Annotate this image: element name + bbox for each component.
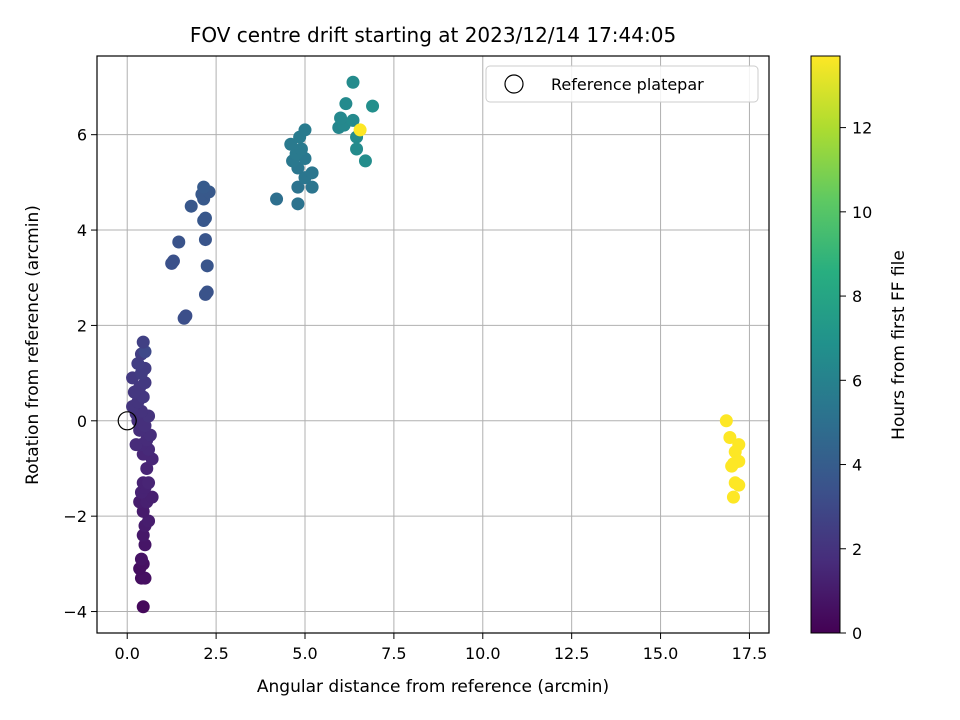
x-tick-label: 7.5	[381, 644, 406, 663]
colorbar-tick-label: 2	[852, 540, 862, 559]
data-point	[358, 154, 372, 168]
colorbar-label: Hours from first FF file	[889, 250, 909, 440]
colorbar-ticks: 0 2 4 6 8 10 12	[840, 119, 872, 643]
legend-box	[485, 65, 759, 103]
data-point	[134, 552, 148, 566]
data-point	[166, 254, 180, 268]
colorbar-tick-label: 10	[852, 203, 872, 222]
colorbar-tick-label: 4	[852, 456, 862, 475]
x-tick-label: 15.0	[643, 644, 679, 663]
data-point	[346, 75, 360, 89]
data-point	[179, 309, 193, 323]
data-point	[305, 180, 319, 194]
data-point	[145, 490, 159, 504]
y-tick-label: 4	[77, 221, 87, 240]
data-point	[129, 438, 143, 452]
reference-marker	[117, 411, 137, 431]
data-point	[726, 490, 740, 504]
x-axis-label: Angular distance from reference (arcmin)	[257, 677, 609, 697]
colorbar	[810, 55, 841, 634]
y-tick-label: −2	[63, 507, 87, 526]
data-point	[723, 430, 737, 444]
colorbar-tick-label: 8	[852, 287, 862, 306]
legend-marker	[504, 74, 524, 94]
colorbar-tick-label: 6	[852, 371, 862, 390]
data-point	[350, 142, 364, 156]
y-tick-label: 6	[77, 126, 87, 145]
x-axis-ticks: 0.0 2.5 5.0 7.5 10.0 12.5 15.0 17.5	[114, 633, 767, 663]
y-tick-label: 0	[77, 412, 87, 431]
data-point	[184, 199, 198, 213]
x-tick-label: 2.5	[203, 644, 228, 663]
x-tick-label: 0.0	[114, 644, 139, 663]
data-point	[732, 478, 746, 492]
data-points	[126, 75, 746, 614]
y-tick-label: −4	[63, 603, 87, 622]
reference-point	[117, 411, 137, 431]
data-point	[140, 461, 154, 475]
data-point	[719, 414, 733, 428]
data-point	[725, 459, 739, 473]
data-point	[136, 600, 150, 614]
data-point	[143, 428, 157, 442]
data-point	[334, 111, 348, 125]
y-axis-label: Rotation from reference (arcmin)	[23, 205, 43, 485]
data-point	[136, 335, 150, 349]
y-tick-label: 2	[77, 316, 87, 335]
data-point	[198, 211, 212, 225]
data-point	[353, 123, 367, 137]
data-point	[291, 197, 305, 211]
data-point	[200, 285, 214, 299]
data-point	[270, 192, 284, 206]
data-point	[172, 235, 186, 249]
chart-title: FOV centre drift starting at 2023/12/14 …	[190, 23, 676, 47]
legend-entry: Reference platepar	[551, 75, 704, 94]
data-point	[291, 180, 305, 194]
x-tick-label: 12.5	[554, 644, 590, 663]
y-axis-ticks: −4 −2 0 2 4 6	[63, 126, 97, 622]
data-point	[305, 166, 319, 180]
data-point	[298, 123, 312, 137]
data-point	[200, 259, 214, 273]
data-point	[366, 99, 380, 113]
x-tick-label: 10.0	[465, 644, 501, 663]
colorbar-tick-label: 12	[852, 119, 872, 138]
colorbar-tick-label: 0	[852, 624, 862, 643]
plot-frame	[96, 55, 770, 634]
data-point	[142, 514, 156, 528]
data-point	[294, 142, 308, 156]
data-point	[198, 233, 212, 247]
x-tick-label: 5.0	[292, 644, 317, 663]
x-tick-label: 17.5	[732, 644, 768, 663]
data-point	[346, 113, 360, 127]
data-point	[197, 180, 211, 194]
data-point	[142, 476, 156, 490]
legend: Reference platepar	[485, 65, 759, 103]
data-point	[339, 97, 353, 111]
data-point	[138, 571, 152, 585]
data-point	[284, 137, 298, 151]
